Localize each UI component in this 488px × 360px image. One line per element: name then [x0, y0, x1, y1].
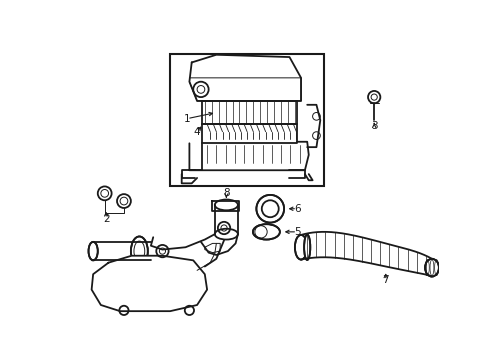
- Ellipse shape: [294, 235, 306, 260]
- Text: 1: 1: [183, 114, 190, 123]
- Text: 3: 3: [370, 121, 377, 131]
- Text: 2: 2: [102, 214, 109, 224]
- Text: 4: 4: [193, 127, 200, 137]
- Ellipse shape: [131, 237, 147, 266]
- Text: 7: 7: [382, 275, 388, 285]
- Circle shape: [256, 195, 284, 222]
- Ellipse shape: [88, 242, 98, 260]
- Text: 5: 5: [293, 227, 300, 237]
- Ellipse shape: [304, 235, 310, 260]
- Text: 8: 8: [223, 188, 229, 198]
- Bar: [170, 54, 324, 186]
- Ellipse shape: [424, 259, 438, 276]
- Ellipse shape: [252, 224, 279, 239]
- Text: 6: 6: [293, 204, 300, 214]
- Polygon shape: [91, 256, 207, 311]
